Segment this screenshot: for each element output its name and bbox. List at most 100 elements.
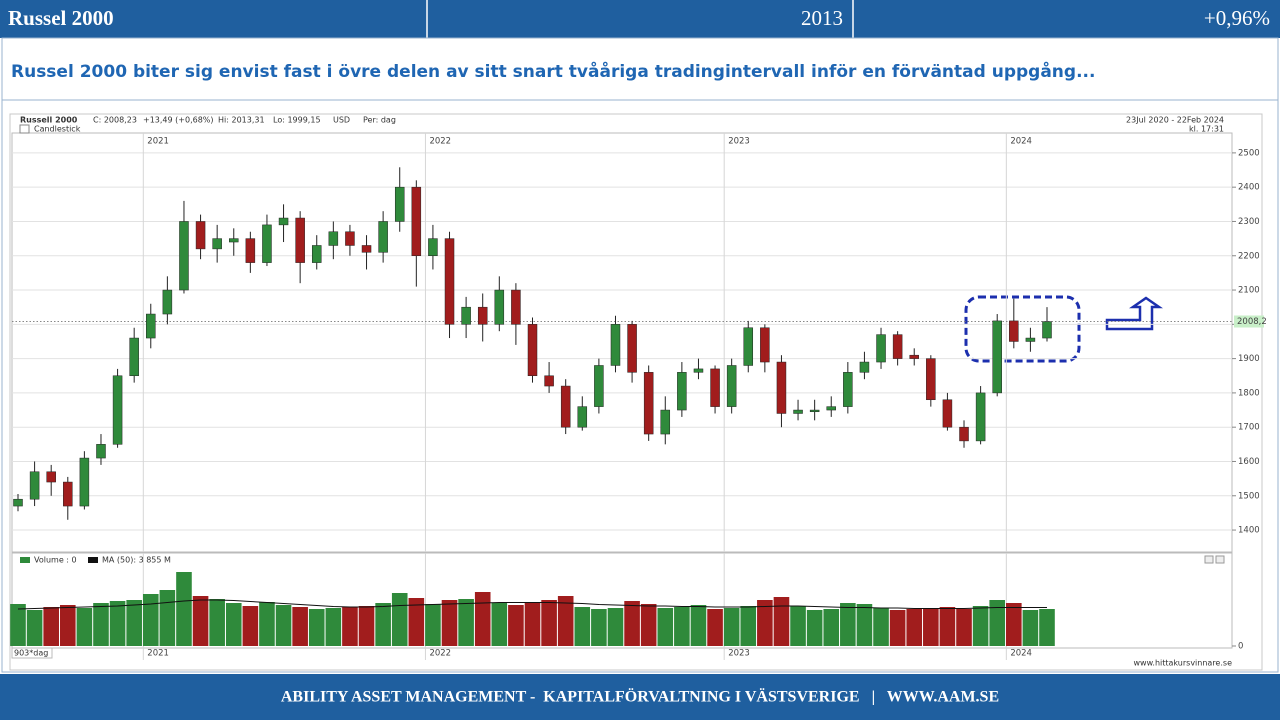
y-tick-label: 2500 — [1238, 148, 1260, 158]
date-range: 23Jul 2020 - 22Feb 2024 — [1126, 116, 1224, 125]
chart-title: Russell 2000 — [20, 116, 78, 125]
y-tick-label: 0 — [1238, 642, 1243, 652]
candle-body — [776, 361, 787, 414]
volume-bar — [972, 606, 989, 646]
candle-body — [643, 372, 654, 435]
volume-bar — [391, 593, 408, 646]
x-tick-label: 2021 — [147, 649, 169, 659]
period-label: 903*dag — [14, 649, 48, 658]
candle-body — [195, 221, 206, 250]
candle-body — [1009, 320, 1019, 342]
candle-body — [809, 409, 820, 413]
candle-body — [826, 406, 836, 411]
volume-bar — [889, 610, 906, 646]
y-tick-label: 2400 — [1238, 183, 1260, 193]
volume-bar — [159, 590, 176, 646]
volume-bar — [541, 600, 557, 646]
last-price-box — [1234, 315, 1264, 328]
candle-body — [361, 245, 372, 253]
candle-body — [494, 289, 505, 325]
volume-bar — [26, 610, 43, 646]
candle-body — [394, 186, 405, 222]
volume-bar — [956, 609, 972, 646]
candle-body — [477, 306, 488, 325]
volume-bar — [292, 607, 308, 646]
candle-body — [79, 457, 90, 507]
legend-label: Candlestick — [34, 125, 81, 134]
volume-bar — [823, 609, 840, 646]
volume-bar — [126, 600, 142, 646]
volume-bar — [806, 610, 823, 646]
candle-body — [610, 324, 621, 366]
footer-bar — [0, 674, 1280, 720]
y-tick-label: 2300 — [1238, 217, 1260, 227]
candle-body — [992, 320, 1002, 394]
volume-bar — [624, 601, 640, 646]
volume-bar — [10, 604, 26, 646]
candle-body — [793, 409, 803, 414]
info-text: Lo: 1999,15 — [273, 116, 321, 125]
candle-body — [959, 426, 969, 442]
volume-bar — [757, 600, 773, 646]
volume-bar — [59, 605, 76, 646]
y-tick-label: 1500 — [1238, 491, 1260, 501]
candle-body — [560, 385, 571, 428]
period-box — [11, 647, 53, 659]
ma-legend-swatch — [88, 557, 98, 563]
ma-legend: MA (50): 3 855 M — [102, 556, 171, 565]
candle-body — [726, 365, 737, 407]
volume-bar — [225, 603, 242, 646]
candle-body — [146, 313, 156, 339]
candle-body — [262, 224, 272, 263]
candle-body — [96, 444, 106, 459]
volume-bar — [524, 602, 541, 646]
candle-body — [1025, 337, 1036, 342]
candle-body — [29, 471, 40, 500]
header-year: 2013 — [801, 6, 843, 30]
candle-body — [677, 372, 687, 411]
panel-button[interactable] — [1215, 555, 1225, 564]
volume-bar — [923, 608, 939, 646]
x-tick-label: 2023 — [728, 649, 750, 659]
y-tick-label: 2200 — [1238, 251, 1260, 261]
volume-bar — [275, 605, 292, 646]
volume-bar — [209, 599, 225, 646]
volume-bar — [43, 607, 59, 646]
y-tick-label: 1900 — [1238, 354, 1260, 364]
candle-body — [693, 368, 704, 373]
candle-body — [229, 238, 239, 243]
volume-bar — [142, 594, 159, 646]
volume-bar — [873, 608, 889, 646]
y-tick-label: 1700 — [1238, 423, 1260, 433]
candle-body — [975, 392, 986, 442]
volume-bar — [723, 608, 740, 646]
info-text: Per: dag — [363, 116, 396, 125]
volume-bar — [557, 596, 574, 646]
volume-bar — [425, 604, 441, 646]
candle-body — [1042, 321, 1052, 339]
candle-body — [63, 481, 73, 507]
volume-legend: Volume : 0 — [34, 556, 77, 565]
time: kl. 17:31 — [1189, 125, 1224, 134]
volume-bar — [607, 608, 624, 646]
volume-bar — [773, 597, 790, 646]
candle-body — [544, 375, 554, 387]
header-title: Russel 2000 — [8, 6, 114, 30]
candle-body — [46, 471, 56, 483]
candle-body — [179, 221, 189, 291]
header-bar — [0, 0, 1280, 38]
candle-body — [345, 231, 355, 246]
volume-bar — [325, 608, 342, 646]
candle-body — [909, 354, 919, 359]
candle-body — [444, 238, 455, 325]
volume-bar — [939, 607, 956, 646]
candle-body — [594, 365, 604, 407]
panel-button[interactable] — [1204, 555, 1214, 564]
candle-body — [743, 327, 754, 366]
candle-body — [760, 327, 770, 363]
candle-body — [295, 217, 305, 263]
last-price-label: 2008,2 — [1237, 317, 1267, 327]
volume-bar — [640, 604, 657, 646]
candle-body — [710, 368, 720, 407]
